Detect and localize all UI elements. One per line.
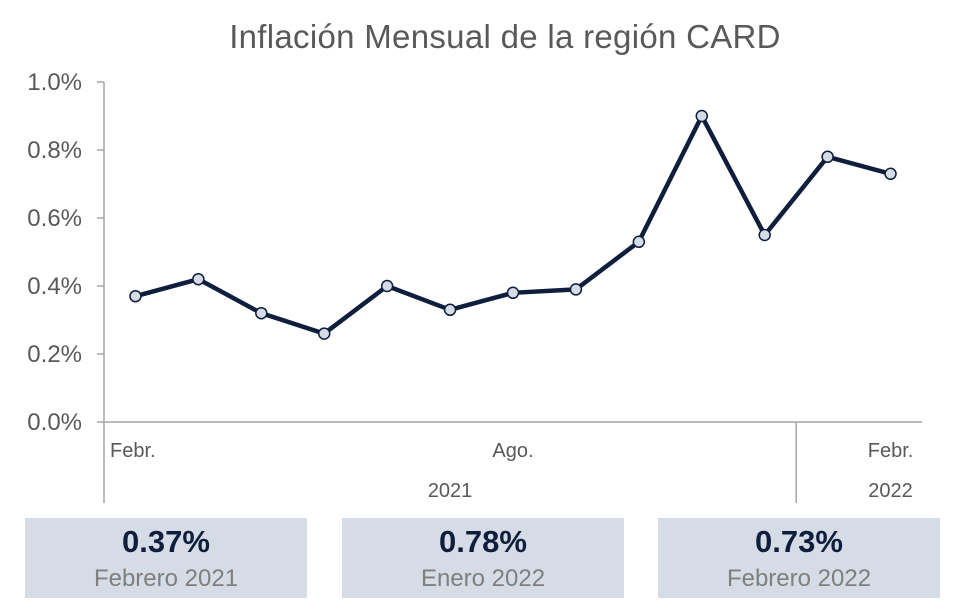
x-tick-label: Febr. — [110, 440, 156, 462]
data-point — [380, 279, 394, 293]
data-point — [317, 327, 331, 340]
card-value: 0.73% — [755, 524, 843, 559]
card-label: Enero 2022 — [420, 565, 546, 592]
chart-axes — [97, 81, 922, 503]
series-group — [129, 109, 897, 340]
x-year-label: 2022 — [868, 480, 913, 502]
data-point — [192, 272, 205, 286]
data-point — [695, 109, 709, 123]
x-tick-label: Febr. — [868, 440, 914, 462]
summary-card-feb-2021: 0.37% Febrero 2021 — [25, 518, 307, 598]
y-tick-label: 0.8% — [27, 137, 82, 164]
summary-card-feb-2022: 0.73% Febrero 2022 — [658, 518, 940, 598]
x-year-label: 2021 — [428, 480, 473, 502]
data-point — [255, 306, 268, 320]
data-point — [758, 228, 771, 242]
x-axis-ticks: Febr. Ago. Febr. 2021 2022 — [110, 440, 913, 502]
data-point — [506, 286, 520, 300]
chart-title: Inflación Mensual de la región CARD — [229, 18, 781, 55]
data-point — [129, 289, 142, 303]
card-label: Febrero 2022 — [726, 565, 872, 592]
card-label: Febrero 2021 — [93, 565, 239, 592]
series-line — [134, 111, 892, 337]
card-value: 0.78% — [439, 524, 527, 559]
y-tick-label: 0.2% — [27, 341, 82, 368]
data-point — [443, 303, 457, 317]
summary-card-jan-2022: 0.78% Enero 2022 — [342, 518, 624, 598]
y-tick-label: 0.0% — [27, 409, 82, 436]
y-tick-label: 0.6% — [27, 205, 82, 232]
data-point — [884, 167, 897, 181]
y-tick-label: 1.0% — [27, 69, 82, 96]
y-axis-ticks: 0.0% 0.2% 0.4% 0.6% 0.8% 1.0% — [27, 69, 82, 436]
card-value: 0.37% — [122, 524, 210, 559]
data-point — [569, 283, 583, 296]
line-chart: 0.0% 0.2% 0.4% 0.6% 0.8% 1.0% Febr. Ago. Febr. 2… — [27, 69, 922, 503]
y-tick-label: 0.4% — [27, 273, 82, 300]
x-tick-label: Ago. — [492, 440, 533, 462]
summary-cards: 0.37% Febrero 2021 0.78% Enero 2022 0.73… — [25, 518, 940, 598]
data-point — [632, 235, 646, 249]
data-point — [821, 150, 834, 164]
